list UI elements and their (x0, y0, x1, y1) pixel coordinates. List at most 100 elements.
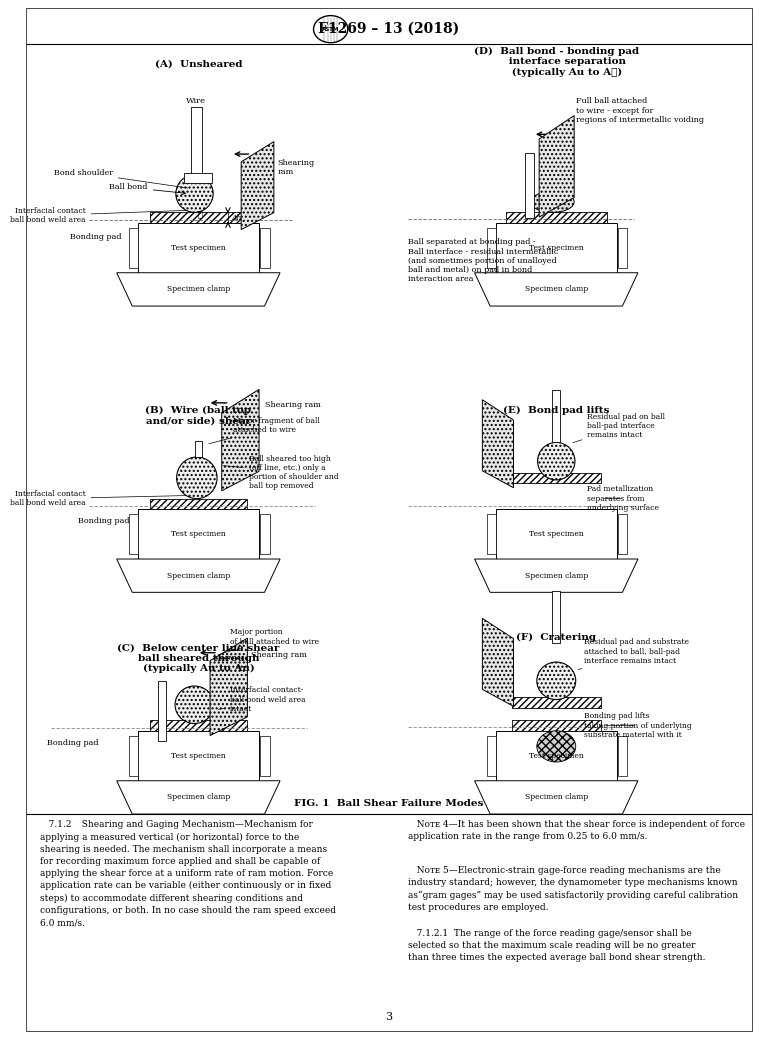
Bar (191, 107, 202, 175)
Text: Wire: Wire (186, 97, 206, 105)
Text: ASTM: ASTM (322, 27, 339, 31)
Polygon shape (241, 142, 274, 230)
Text: Specimen clamp: Specimen clamp (524, 285, 588, 294)
Bar (149, 720, 247, 731)
Bar (525, 153, 534, 218)
Text: Interfacial contact
ball bond weld area: Interfacial contact ball bond weld area (10, 490, 186, 507)
Text: Residual pad on ball
ball-pad interface
remains intact: Residual pad on ball ball-pad interface … (573, 412, 665, 442)
Ellipse shape (177, 457, 217, 499)
Bar (511, 720, 601, 731)
Text: Specimen clamp: Specimen clamp (166, 572, 230, 580)
Bar (511, 473, 601, 483)
Bar (496, 509, 616, 559)
Text: (E)  Bond pad lifts: (E) Bond pad lifts (503, 406, 609, 415)
Text: Residual pad and substrate
attached to ball, ball-pad
interface remains intact: Residual pad and substrate attached to b… (578, 638, 689, 669)
Text: Ball bond: Ball bond (110, 183, 185, 195)
Ellipse shape (314, 16, 348, 43)
Ellipse shape (176, 175, 213, 212)
Text: Ball separated at bonding pad -
Ball interface - residual intermetallic
(and som: Ball separated at bonding pad - Ball int… (408, 238, 559, 283)
Text: Specimen clamp: Specimen clamp (166, 285, 230, 294)
Polygon shape (117, 559, 280, 592)
Ellipse shape (537, 662, 576, 700)
Text: Nᴏᴛᴇ 5—Electronic-strain gage-force reading mechanisms are the
industry standard: Nᴏᴛᴇ 5—Electronic-strain gage-force read… (408, 866, 738, 912)
Bar (129, 228, 138, 268)
Polygon shape (482, 400, 513, 487)
Text: Test specimen: Test specimen (529, 530, 584, 538)
Text: Pad metallization
separates from
underlying surface: Pad metallization separates from underly… (587, 485, 660, 512)
Text: Test specimen: Test specimen (529, 244, 584, 252)
Bar (138, 509, 258, 559)
Text: (A)  Unsheared: (A) Unsheared (155, 59, 242, 69)
Text: Test specimen: Test specimen (171, 752, 226, 760)
Polygon shape (475, 559, 638, 592)
Polygon shape (117, 781, 280, 814)
Text: Bonding pad: Bonding pad (78, 517, 129, 526)
Text: ℄: ℄ (198, 211, 202, 220)
Text: Test specimen: Test specimen (171, 530, 226, 538)
Text: Shearing ram: Shearing ram (265, 401, 321, 409)
Bar (552, 390, 560, 442)
Text: F1269 – 13 (2018): F1269 – 13 (2018) (318, 22, 460, 36)
Ellipse shape (175, 686, 214, 723)
Polygon shape (475, 273, 638, 306)
Bar (149, 499, 247, 509)
Text: Bonding pad: Bonding pad (70, 233, 121, 242)
Text: (F)  Cratering: (F) Cratering (517, 633, 596, 642)
Text: Δh: Δh (231, 213, 241, 222)
Bar (184, 173, 212, 183)
Text: Shearing
ram: Shearing ram (278, 159, 315, 176)
Bar (496, 731, 616, 781)
Text: Test specimen: Test specimen (171, 244, 226, 252)
Bar (260, 736, 270, 776)
Bar (129, 736, 138, 776)
Polygon shape (210, 638, 247, 736)
Text: Bonding pad lifts
taking portion of underlying
substrate material with it: Bonding pad lifts taking portion of unde… (584, 712, 691, 739)
Ellipse shape (537, 731, 576, 762)
Bar (487, 514, 496, 554)
Text: Ball sheared too high
(off line, etc.) only a
portion of shoulder and
ball top r: Ball sheared too high (off line, etc.) o… (223, 455, 338, 490)
Text: 7.1.2   Shearing and Gaging Mechanism—Mechanism for
applying a measured vertical: 7.1.2 Shearing and Gaging Mechanism—Mech… (40, 820, 336, 928)
Bar (618, 736, 627, 776)
Bar (194, 441, 202, 457)
Text: Minor fragment of ball
attached to wire: Minor fragment of ball attached to wire (209, 417, 321, 443)
Ellipse shape (531, 192, 574, 212)
Bar (618, 514, 627, 554)
Text: Interfacial contact-
ball bond weld area
intact: Interfacial contact- ball bond weld area… (218, 686, 305, 713)
Bar (138, 731, 258, 781)
Bar (260, 514, 270, 554)
Bar (487, 736, 496, 776)
Text: Bond shoulder: Bond shoulder (54, 169, 187, 188)
Text: 7.1.2.1  The range of the force reading gage/sensor shall be
selected so that th: 7.1.2.1 The range of the force reading g… (408, 929, 706, 962)
Bar (618, 228, 627, 268)
Polygon shape (222, 389, 259, 490)
Text: Specimen clamp: Specimen clamp (524, 572, 588, 580)
Bar (506, 212, 607, 223)
Text: Major portion
of ball attached to wire: Major portion of ball attached to wire (220, 629, 319, 654)
Text: Test specimen: Test specimen (529, 752, 584, 760)
Polygon shape (475, 781, 638, 814)
Polygon shape (117, 273, 280, 306)
Bar (260, 228, 270, 268)
Text: Shearing ram: Shearing ram (251, 651, 307, 659)
Polygon shape (482, 618, 513, 706)
Ellipse shape (538, 442, 575, 480)
Bar (129, 514, 138, 554)
Bar (487, 228, 496, 268)
Text: (C)  Below center line shear
ball sheared through
(typically Au to Au): (C) Below center line shear ball sheared… (117, 643, 279, 674)
Text: 3: 3 (385, 1012, 393, 1022)
Bar (552, 591, 560, 643)
Bar (496, 223, 616, 273)
Text: Specimen clamp: Specimen clamp (166, 793, 230, 802)
Text: Specimen clamp: Specimen clamp (524, 793, 588, 802)
Bar (149, 212, 247, 223)
Text: (D)  Ball bond - bonding pad
      interface separation
      (typically Au to A: (D) Ball bond - bonding pad interface se… (474, 47, 639, 77)
Polygon shape (539, 116, 574, 217)
Bar (138, 223, 258, 273)
Text: FIG. 1  Ball Shear Failure Modes: FIG. 1 Ball Shear Failure Modes (294, 799, 484, 809)
Bar (158, 681, 166, 741)
Text: (B)  Wire (ball top
and/or side) shear: (B) Wire (ball top and/or side) shear (145, 406, 251, 426)
Text: Bonding pad: Bonding pad (47, 739, 98, 747)
Text: Interfacial contact
ball bond weld area: Interfacial contact ball bond weld area (10, 207, 186, 224)
Bar (511, 697, 601, 708)
Text: Full ball attached
to wire - except for
regions of intermetallic voiding: Full ball attached to wire - except for … (576, 98, 704, 124)
